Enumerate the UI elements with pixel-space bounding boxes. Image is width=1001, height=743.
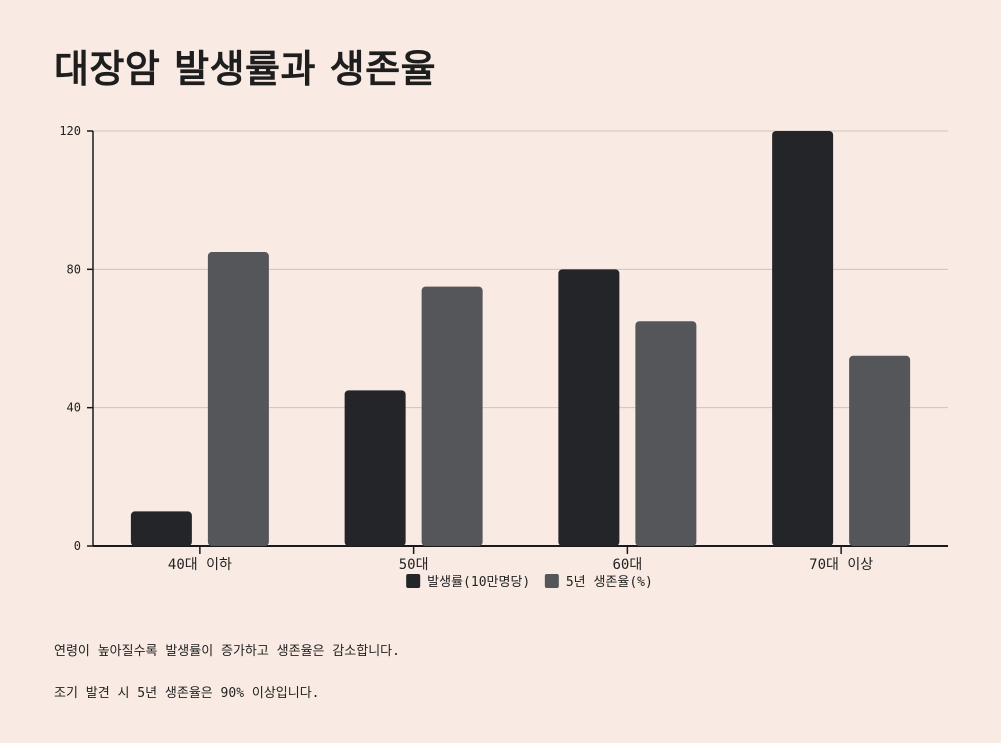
y-tick-label: 80: [67, 262, 81, 276]
bar: [207, 252, 269, 546]
legend-swatch: [406, 574, 421, 588]
bar: [344, 390, 406, 546]
bar: [130, 511, 192, 546]
y-tick-label: 0: [74, 539, 81, 553]
footnote-1: 연령이 높아질수록 발생률이 증가하고 생존율은 감소합니다.: [54, 644, 400, 659]
legend-swatch: [544, 574, 559, 588]
y-tick-label: 120: [59, 124, 81, 138]
x-tick-label: 60대: [613, 557, 643, 573]
legend-label: 5년 생존율(%): [566, 575, 653, 590]
x-tick-label: 50대: [399, 557, 429, 573]
bar: [635, 321, 697, 546]
x-tick-label: 40대 이하: [168, 557, 232, 573]
bar: [849, 355, 911, 546]
legend-label: 발생률(10만명당): [427, 575, 530, 590]
bar: [421, 286, 483, 546]
footnote-2: 조기 발견 시 5년 생존율은 90% 이상입니다.: [54, 686, 320, 701]
bar: [772, 131, 834, 546]
y-tick-label: 40: [67, 401, 81, 415]
bar: [558, 269, 620, 546]
chart-title: 대장암 발생률과 생존율: [54, 47, 437, 91]
x-tick-label: 70대 이상: [809, 557, 873, 573]
